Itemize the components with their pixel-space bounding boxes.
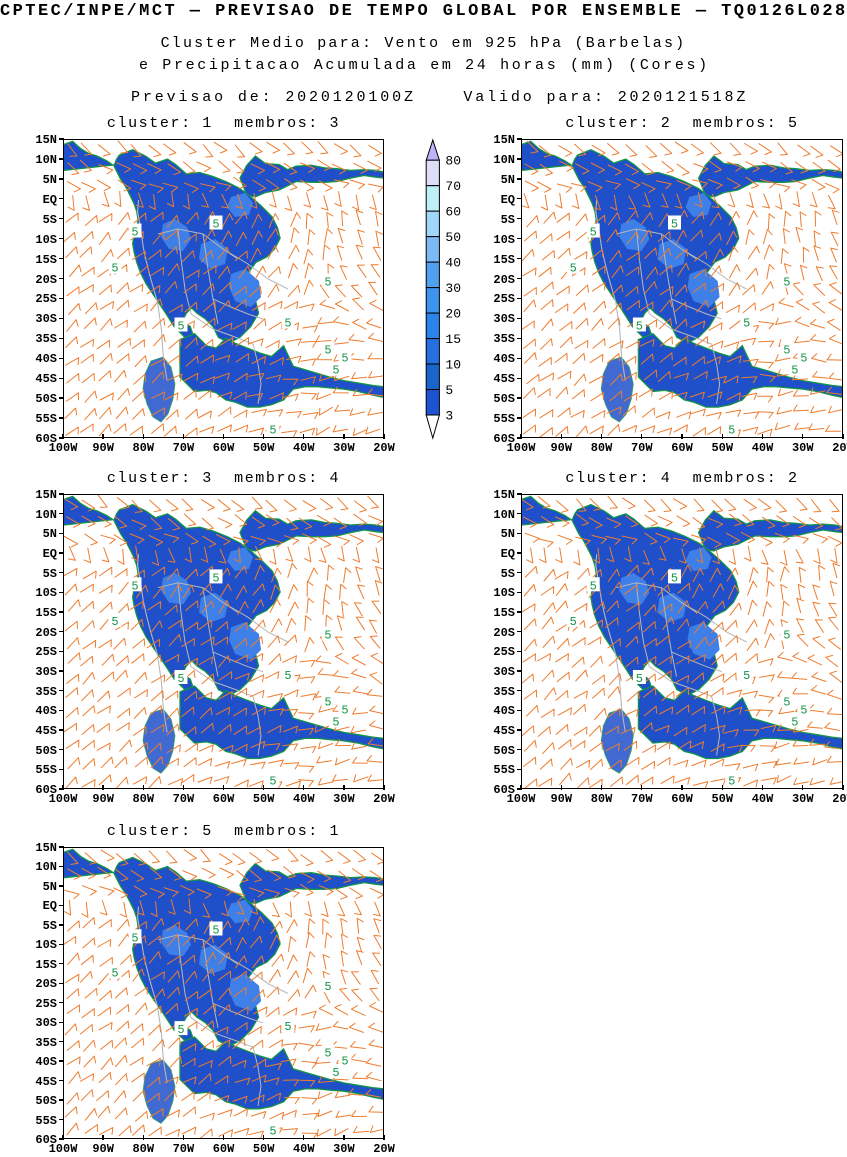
svg-text:15: 15 — [445, 332, 461, 347]
svg-text:20: 20 — [445, 307, 461, 322]
svg-text:70: 70 — [445, 179, 461, 194]
svg-text:80: 80 — [445, 154, 461, 169]
svg-text:50: 50 — [445, 230, 461, 245]
svg-text:60: 60 — [445, 205, 461, 220]
svg-text:30: 30 — [445, 281, 461, 296]
svg-text:3: 3 — [445, 409, 453, 424]
svg-text:10: 10 — [445, 358, 461, 373]
svg-text:5: 5 — [445, 383, 453, 398]
svg-text:40: 40 — [445, 256, 461, 271]
